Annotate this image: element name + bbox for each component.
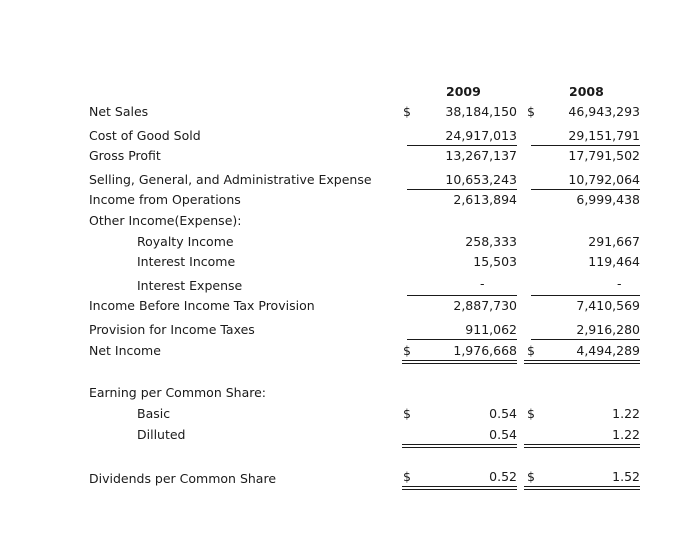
royalty-income-label: Royalty Income <box>137 234 234 249</box>
double-underline-net-income-2008-bottom <box>524 363 640 364</box>
tax-provision-label: Provision for Income Taxes <box>89 322 255 337</box>
double-underline-eps-2009-bottom <box>402 447 517 448</box>
sga-2008: 10,792,064 <box>568 172 640 187</box>
double-underline-eps-2008-bottom <box>524 447 640 448</box>
net-income-currency-2009: $ <box>403 343 411 358</box>
underline-cogs-2008 <box>531 145 640 146</box>
double-underline-dividends-2009-bottom <box>402 489 517 490</box>
underline-sga-2008 <box>531 189 640 190</box>
eps-basic-2008: 1.22 <box>612 406 640 421</box>
underline-interest-expense-2009 <box>407 295 517 296</box>
sga-label: Selling, General, and Administrative Exp… <box>89 172 372 187</box>
interest-income-label: Interest Income <box>137 254 236 269</box>
eps-basic-2009: 0.54 <box>489 406 517 421</box>
underline-tax-provision-2009 <box>407 339 517 340</box>
interest-expense-2009: - <box>480 276 485 291</box>
double-underline-dividends-2008-top <box>524 486 640 487</box>
cogs-2009: 24,917,013 <box>445 128 517 143</box>
tax-provision-2008: 2,916,280 <box>576 322 640 337</box>
other-income-label: Other Income(Expense): <box>89 213 242 228</box>
dividends-label: Dividends per Common Share <box>89 471 277 486</box>
column-header-2008: 2008 <box>569 84 604 99</box>
underline-tax-provision-2008 <box>531 339 640 340</box>
dividends-2008: 1.52 <box>612 469 640 484</box>
double-underline-net-income-2009-bottom <box>402 363 517 364</box>
net-sales-currency-2008: $ <box>527 104 535 119</box>
eps-basic-currency-2008: $ <box>527 406 535 421</box>
dividends-2009: 0.52 <box>489 469 517 484</box>
net-sales-currency-2009: $ <box>403 104 411 119</box>
gross-profit-2009: 13,267,137 <box>445 148 517 163</box>
net-income-2008: 4,494,289 <box>576 343 640 358</box>
double-underline-eps-2009-top <box>402 444 517 445</box>
eps-diluted-2009: 0.54 <box>489 427 517 442</box>
income-ops-2008: 6,999,438 <box>576 192 640 207</box>
double-underline-dividends-2008-bottom <box>524 489 640 490</box>
double-underline-eps-2008-top <box>524 444 640 445</box>
tax-provision-2009: 911,062 <box>465 322 517 337</box>
underline-cogs-2009 <box>407 145 517 146</box>
income-before-tax-2009: 2,887,730 <box>453 298 517 313</box>
eps-basic-label: Basic <box>137 406 171 421</box>
dividends-currency-2009: $ <box>403 469 411 484</box>
royalty-income-2008: 291,667 <box>588 234 640 249</box>
net-income-2009: 1,976,668 <box>453 343 517 358</box>
income-ops-label: Income from Operations <box>89 192 241 207</box>
underline-interest-expense-2008 <box>531 295 640 296</box>
double-underline-net-income-2009-top <box>402 360 517 361</box>
interest-expense-2008: - <box>617 276 622 291</box>
royalty-income-2009: 258,333 <box>465 234 517 249</box>
double-underline-net-income-2008-top <box>524 360 640 361</box>
net-income-label: Net Income <box>89 343 161 358</box>
underline-sga-2009 <box>407 189 517 190</box>
gross-profit-2008: 17,791,502 <box>568 148 640 163</box>
gross-profit-label: Gross Profit <box>89 148 161 163</box>
net-sales-2008: 46,943,293 <box>568 104 640 119</box>
double-underline-dividends-2009-top <box>402 486 517 487</box>
dividends-currency-2008: $ <box>527 469 535 484</box>
column-header-2009: 2009 <box>446 84 481 99</box>
eps-header-label: Earning per Common Share: <box>89 385 266 400</box>
eps-diluted-label: Dilluted <box>137 427 186 442</box>
eps-basic-currency-2009: $ <box>403 406 411 421</box>
income-before-tax-2008: 7,410,569 <box>576 298 640 313</box>
interest-income-2009: 15,503 <box>473 254 517 269</box>
net-sales-label: Net Sales <box>89 104 149 119</box>
net-income-currency-2008: $ <box>527 343 535 358</box>
interest-expense-label: Interest Expense <box>137 278 243 293</box>
income-ops-2009: 2,613,894 <box>453 192 517 207</box>
cogs-2008: 29,151,791 <box>568 128 640 143</box>
interest-income-2008: 119,464 <box>588 254 640 269</box>
net-sales-2009: 38,184,150 <box>445 104 517 119</box>
eps-diluted-2008: 1.22 <box>612 427 640 442</box>
cogs-label: Cost of Good Sold <box>89 128 201 143</box>
sga-2009: 10,653,243 <box>445 172 517 187</box>
income-before-tax-label: Income Before Income Tax Provision <box>89 298 315 313</box>
